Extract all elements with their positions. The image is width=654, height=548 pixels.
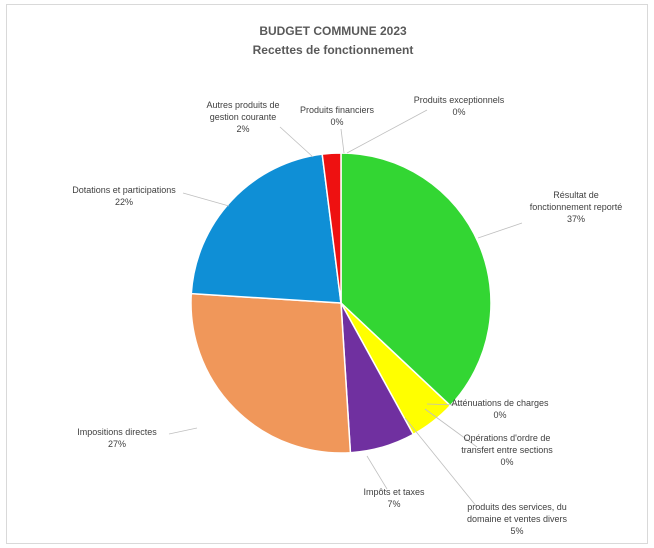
pie-slice [321, 152, 342, 304]
pie-slice [340, 152, 492, 407]
slice-percent: 0% [330, 117, 343, 127]
slice-percent: 0% [493, 410, 506, 420]
slice-label: Produits exceptionnels 0% [414, 95, 505, 117]
slice-name: Dotations et participations [72, 185, 176, 195]
leader-line [404, 417, 478, 508]
slice-label: Autres produits de gestion courante 2% [206, 100, 279, 134]
leader-line [366, 455, 388, 490]
slice-percent: 0% [452, 107, 465, 117]
slice-name: transfert entre sections [461, 445, 553, 455]
slice-label: produits des services, du domaine et vent… [467, 502, 568, 536]
pie-slices [190, 152, 492, 454]
slice-name: Résultat de [553, 190, 599, 200]
slice-label: Produits financiers 0% [300, 105, 375, 127]
slice-percent: 7% [387, 499, 400, 509]
slice-percent: 2% [236, 124, 249, 134]
slice-label: Dotations et participations 22% [72, 185, 176, 207]
slice-name: Impositions directes [77, 427, 157, 437]
slice-label: Résultat de fonctionnement reporté 37% [530, 190, 623, 224]
pie-chart: BUDGET COMMUNE 2023 Recettes de fonction… [72, 24, 622, 536]
slice-percent: 0% [500, 457, 513, 467]
slice-percent: 5% [510, 526, 523, 536]
slice-name: domaine et ventes divers [467, 514, 568, 524]
leader-lines [168, 109, 523, 508]
leader-line [182, 192, 230, 207]
chart-subtitle: Recettes de fonctionnement [253, 43, 414, 57]
chart-frame: BUDGET COMMUNE 2023 Recettes de fonction… [6, 4, 648, 544]
slice-label: Opérations d'ordre de transfert entre sec… [461, 433, 553, 467]
slice-percent: 22% [115, 197, 133, 207]
leader-line [279, 126, 314, 158]
pie-slice [190, 153, 342, 304]
leader-line [426, 403, 463, 406]
slice-name: gestion courante [210, 112, 277, 122]
leader-line [424, 408, 478, 448]
pie-slice [190, 292, 352, 454]
slice-name: Autres produits de [206, 100, 279, 110]
slice-label: Atténuations de charges 0% [451, 398, 549, 420]
slice-name: Produits exceptionnels [414, 95, 505, 105]
chart-title: BUDGET COMMUNE 2023 [259, 24, 407, 38]
slice-name: Produits financiers [300, 105, 375, 115]
slice-name: produits des services, du [467, 502, 567, 512]
leader-line [168, 427, 198, 435]
leader-line [340, 128, 345, 154]
slice-name: fonctionnement reporté [530, 202, 623, 212]
slice-name: Atténuations de charges [451, 398, 549, 408]
slice-label: Impositions directes 27% [77, 427, 157, 449]
leader-line [477, 222, 523, 239]
slice-percent: 27% [108, 439, 126, 449]
leader-line [346, 109, 428, 154]
slice-name: Impôts et taxes [363, 487, 425, 497]
data-labels: Résultat de fonctionnement reporté 37% Atté… [72, 95, 622, 536]
slice-name: Opérations d'ordre de [464, 433, 551, 443]
slice-percent: 37% [567, 214, 585, 224]
slice-label: Impôts et taxes 7% [363, 487, 425, 509]
